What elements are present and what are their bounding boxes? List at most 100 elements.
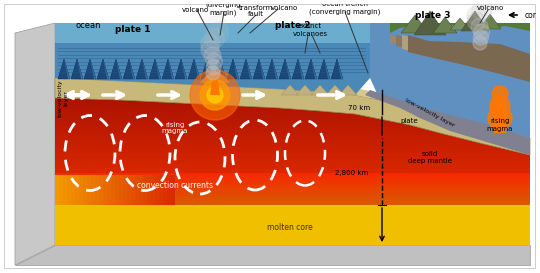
Text: rift
volcano: rift volcano (181, 0, 208, 13)
Bar (75, 175, 79, 205)
Bar (55, 103, 530, 105)
Polygon shape (116, 59, 122, 79)
Text: 70 km: 70 km (348, 105, 370, 111)
Text: rising
magma: rising magma (487, 118, 513, 132)
Polygon shape (149, 59, 161, 79)
Polygon shape (123, 59, 135, 79)
Bar (103, 175, 107, 205)
Bar (58, 65, 366, 66)
Polygon shape (396, 35, 530, 79)
Bar (159, 175, 163, 205)
Bar (55, 199, 530, 201)
Bar (59, 175, 63, 205)
Text: extinct
volcanoes: extinct volcanoes (293, 23, 328, 37)
Bar (55, 140, 530, 142)
Bar (55, 102, 530, 103)
Bar (55, 119, 530, 121)
Bar (55, 182, 530, 184)
Text: plate 3: plate 3 (415, 11, 450, 20)
Polygon shape (162, 59, 174, 79)
Bar (163, 175, 167, 205)
Bar (55, 152, 530, 154)
Polygon shape (296, 85, 314, 95)
Polygon shape (84, 59, 96, 79)
Circle shape (208, 22, 229, 43)
Text: ocean trench
(converging margin): ocean trench (converging margin) (309, 1, 381, 15)
Polygon shape (450, 18, 470, 30)
Bar (55, 150, 530, 152)
Polygon shape (492, 88, 497, 118)
Bar (131, 175, 135, 205)
Polygon shape (188, 59, 200, 79)
Bar (55, 183, 530, 185)
Bar (151, 175, 155, 205)
Bar (155, 175, 159, 205)
Polygon shape (207, 59, 213, 79)
Bar (63, 175, 67, 205)
Text: plate 2: plate 2 (275, 20, 310, 29)
Polygon shape (504, 88, 509, 118)
Bar (83, 175, 87, 205)
Bar (55, 175, 59, 205)
Bar (55, 179, 530, 181)
Bar (55, 107, 530, 109)
Bar (55, 100, 530, 102)
Polygon shape (55, 78, 530, 155)
Bar (55, 111, 530, 113)
Circle shape (490, 96, 510, 116)
Bar (58, 58, 366, 59)
Polygon shape (281, 85, 299, 95)
Bar (67, 175, 71, 205)
Bar (147, 175, 151, 205)
Text: plate 1: plate 1 (115, 25, 151, 34)
Bar (55, 191, 530, 193)
Polygon shape (181, 59, 187, 79)
Polygon shape (266, 59, 278, 79)
Polygon shape (103, 59, 109, 79)
Polygon shape (15, 23, 55, 265)
Polygon shape (311, 59, 317, 79)
Bar (55, 178, 530, 180)
Bar (55, 167, 530, 169)
Polygon shape (401, 15, 429, 33)
Polygon shape (272, 59, 278, 79)
Bar (99, 175, 103, 205)
Bar (55, 170, 530, 171)
Bar (55, 203, 530, 245)
Bar (55, 116, 530, 118)
Polygon shape (194, 59, 200, 79)
Polygon shape (90, 59, 96, 79)
Bar (55, 109, 530, 111)
Bar (55, 198, 530, 200)
Bar (135, 175, 139, 205)
Circle shape (201, 41, 219, 59)
Circle shape (492, 86, 508, 102)
Bar (58, 69, 366, 70)
Polygon shape (227, 59, 239, 79)
Polygon shape (337, 59, 343, 79)
Polygon shape (240, 59, 252, 79)
Polygon shape (324, 59, 330, 79)
Text: plate: plate (400, 118, 417, 124)
Bar (55, 146, 530, 147)
Bar (55, 99, 530, 101)
Bar (55, 23, 370, 43)
Polygon shape (285, 59, 291, 79)
Bar (55, 97, 530, 99)
Bar (55, 154, 530, 156)
Bar (55, 176, 530, 178)
Circle shape (206, 60, 221, 75)
Bar (55, 115, 530, 117)
Bar (55, 151, 530, 153)
Text: hot-spot
volcano: hot-spot volcano (269, 0, 299, 11)
Polygon shape (318, 59, 330, 79)
Polygon shape (136, 59, 148, 79)
Polygon shape (259, 59, 265, 79)
Polygon shape (402, 35, 530, 81)
Bar (55, 135, 530, 137)
Bar (58, 72, 366, 73)
Bar (55, 173, 530, 174)
Bar (55, 114, 530, 115)
Bar (119, 175, 123, 205)
Bar (494, 103, 506, 133)
